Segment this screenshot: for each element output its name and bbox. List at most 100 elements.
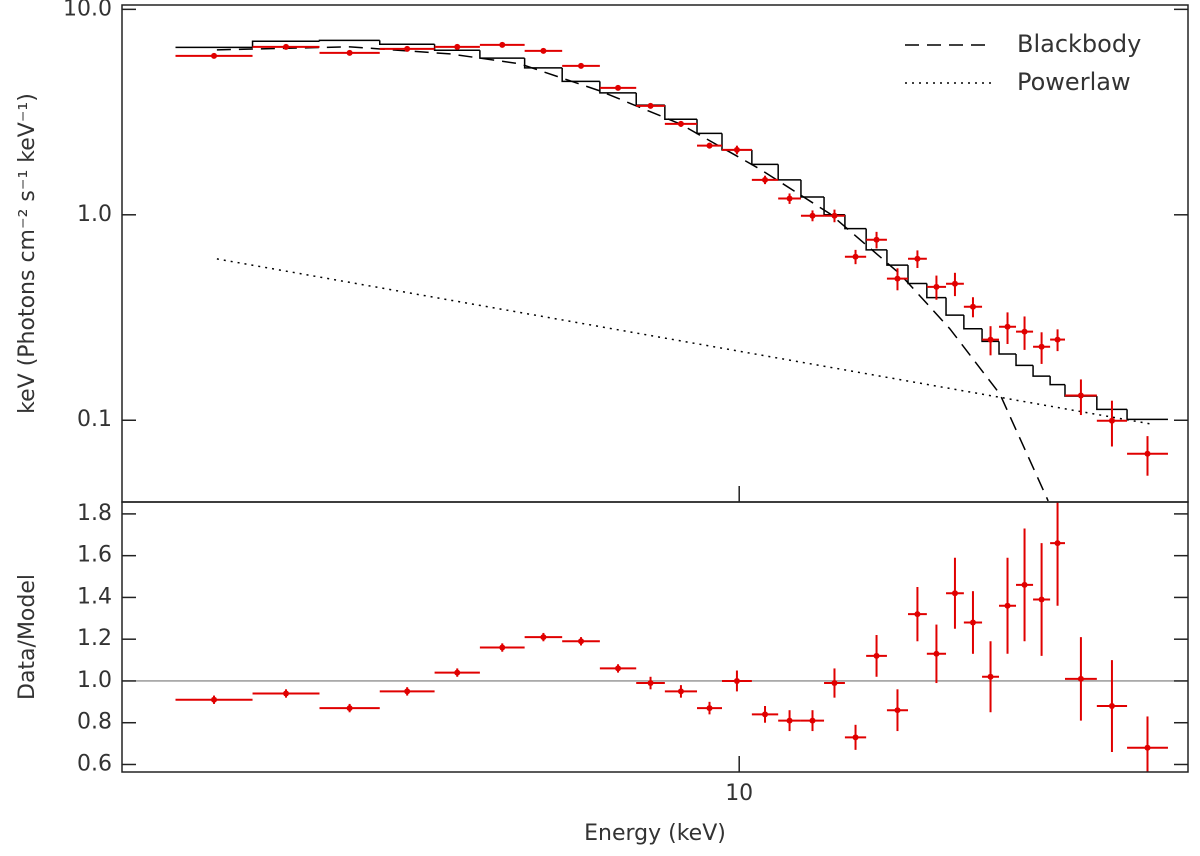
data-point [540, 47, 547, 54]
data-point [499, 644, 506, 651]
data-point [1004, 602, 1011, 609]
data-point [706, 705, 713, 712]
model-step [945, 297, 964, 316]
model-step [1015, 354, 1034, 367]
data-point [786, 717, 793, 724]
plot-frame [121, 501, 1189, 773]
y-tick-label: 0.6 [77, 751, 112, 776]
data-point [211, 696, 218, 703]
model-step [561, 67, 600, 83]
model-step [251, 40, 320, 48]
data-point [987, 336, 994, 343]
model-step [886, 249, 909, 266]
data-point [809, 212, 816, 219]
y-tick-label: 0.8 [77, 710, 112, 735]
data-point [733, 677, 740, 684]
data-point [831, 212, 838, 219]
data-point [1038, 596, 1045, 603]
data-point [873, 652, 880, 659]
y-axis-label: Data/Model [15, 574, 40, 700]
data-point [809, 717, 816, 724]
model-step [1126, 409, 1168, 421]
data-point [951, 590, 958, 597]
model-step [1049, 376, 1065, 386]
legend-label: Blackbody [1017, 30, 1141, 58]
y-tick-label: 1.2 [77, 626, 112, 651]
y-tick-label: 1.0 [77, 668, 112, 693]
y-tick-label: 1.8 [77, 501, 112, 526]
data-point [987, 673, 994, 680]
y-tick-label: 1.6 [77, 543, 112, 568]
data-point [615, 84, 622, 91]
x-tick-label: 10 [725, 781, 753, 806]
data-point [211, 52, 218, 59]
model-step [1096, 396, 1128, 411]
data-point [404, 688, 411, 695]
data-point [346, 705, 353, 712]
data-point [1108, 417, 1115, 424]
x-axis-label: Energy (keV) [584, 821, 726, 846]
model-curve [216, 258, 1151, 425]
data-point [894, 275, 901, 282]
model-step [379, 40, 435, 46]
model-step [479, 50, 525, 59]
y-tick-label: 1.0 [77, 202, 112, 227]
data-point [873, 236, 880, 243]
data-point [894, 707, 901, 714]
model-step [963, 315, 983, 330]
model-step [523, 58, 563, 69]
model-curve [216, 46, 1049, 502]
data-point [647, 680, 654, 687]
model-step [318, 39, 380, 42]
data-point [1108, 703, 1115, 710]
data-point [1021, 581, 1028, 588]
data-point [762, 711, 769, 718]
y-axis-label: keV (Photons cm⁻² s⁻¹ keV⁻¹) [15, 93, 40, 414]
data-point [969, 619, 976, 626]
data-point [1054, 540, 1061, 547]
model-step [800, 179, 825, 198]
data-point [1054, 336, 1061, 343]
data-point [914, 255, 921, 262]
data-point [969, 303, 976, 310]
data-point [578, 62, 585, 69]
data-point [852, 253, 859, 260]
model-step [998, 341, 1017, 355]
data-point [1077, 675, 1084, 682]
y-tick-label: 10.0 [63, 0, 112, 21]
data-point [762, 176, 769, 183]
model-step [926, 283, 947, 299]
model-step [751, 149, 779, 166]
y-tick-label: 1.4 [77, 584, 112, 609]
data-point [1144, 744, 1151, 751]
data-point [346, 49, 353, 56]
panel [175, 39, 1168, 502]
data-point [283, 43, 290, 50]
data-point [615, 665, 622, 672]
data-point [454, 43, 461, 50]
model-step [777, 164, 801, 181]
data-point [951, 280, 958, 287]
data-point [1144, 450, 1151, 457]
data-point [852, 734, 859, 741]
data-point [540, 634, 547, 641]
data-point [454, 669, 461, 676]
data-point [647, 102, 654, 109]
data-point [933, 650, 940, 657]
legend-label: Powerlaw [1017, 68, 1131, 96]
data-point [733, 146, 740, 153]
data-point [677, 688, 684, 695]
data-point [283, 690, 290, 697]
data-point [499, 41, 506, 48]
model-step [981, 328, 1000, 343]
data-point [786, 195, 793, 202]
data-point [1004, 323, 1011, 330]
data-point [1077, 392, 1084, 399]
y-tick-label: 0.1 [77, 407, 112, 432]
data-point [404, 45, 411, 52]
model-step [1032, 365, 1051, 377]
panel [122, 502, 1188, 772]
data-point [1021, 328, 1028, 335]
model-step [844, 214, 867, 230]
